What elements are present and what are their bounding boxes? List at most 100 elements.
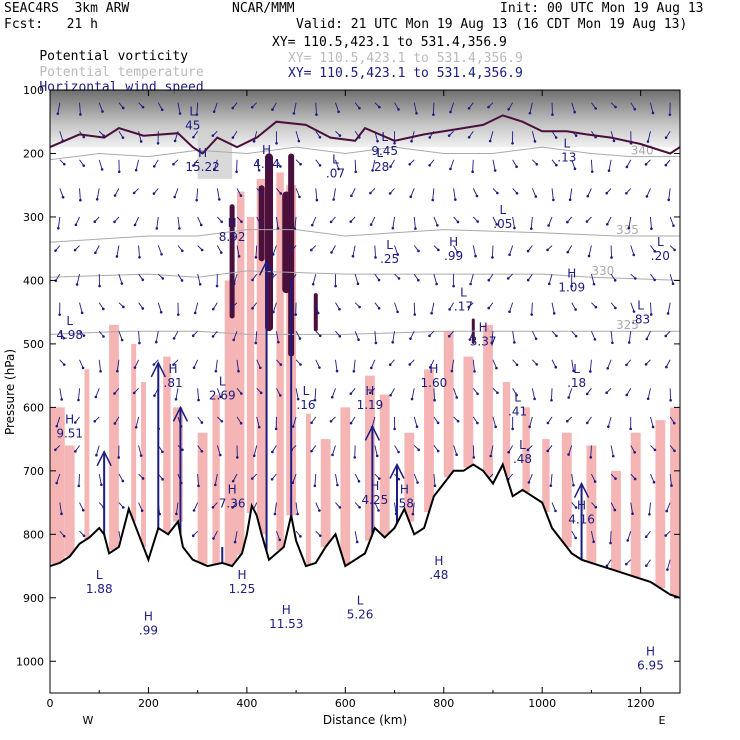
wind-vector (630, 502, 634, 514)
extremum-value: 1.88 (86, 582, 113, 596)
wind-vector (669, 473, 672, 486)
wind-vector (646, 331, 651, 340)
stratosphere-band (50, 90, 680, 148)
valid-time: Valid: 21 UTC Mon 19 Aug 13 (16 CDT Mon … (296, 17, 688, 32)
wind-vector-head (299, 535, 302, 538)
wind-vector (374, 245, 376, 258)
wind-vector-head (506, 277, 510, 280)
extremum-symbol: H (434, 554, 443, 568)
east-label: E (659, 714, 666, 727)
pv-column (131, 343, 137, 522)
wind-vector (95, 445, 100, 456)
wind-vector (177, 102, 181, 114)
wind-vector (665, 359, 671, 368)
wind-vector (197, 216, 202, 226)
wind-vector-head (573, 110, 577, 114)
wind-vector (610, 131, 615, 141)
wind-vector (75, 216, 80, 225)
wind-vector (213, 159, 218, 170)
wind-vector-head (633, 477, 637, 481)
wind-vector (274, 502, 277, 515)
wind-vector (610, 445, 614, 457)
wind-vector-head (313, 484, 317, 488)
wind-vector (256, 216, 261, 225)
wind-vector-head (572, 483, 575, 487)
wind-vector (531, 302, 533, 315)
wind-vector-head (565, 419, 569, 423)
extremum-value: 1.25 (229, 582, 256, 596)
wind-vector-head (195, 113, 199, 116)
extremum-value: 1.09 (558, 281, 585, 295)
wind-vector-head (668, 113, 672, 116)
extremum-value: 8.92 (219, 230, 246, 244)
wind-vector-head (592, 540, 595, 544)
wind-vector-head (495, 223, 499, 226)
wind-vector-head (534, 337, 538, 341)
wind-vector-head (610, 256, 613, 259)
wind-vector-head (211, 335, 215, 338)
wind-vector-head (173, 195, 176, 199)
wind-vector-head (414, 227, 417, 230)
wind-vector (59, 330, 65, 339)
wind-vector (571, 359, 574, 371)
extremum-symbol: L (499, 203, 506, 217)
wind-vector-head (605, 191, 608, 195)
wind-vector-head (653, 278, 656, 282)
wind-vector (312, 273, 317, 285)
wind-vector-head (199, 223, 203, 227)
wind-vector-head (80, 311, 84, 315)
wind-vector-head (198, 282, 202, 286)
stratosphere-shading (50, 90, 680, 179)
wind-vector (59, 131, 64, 141)
wind-vector-head (181, 448, 184, 452)
wind-vector-head (252, 140, 256, 143)
wind-vector (96, 188, 100, 200)
wind-vector (295, 188, 300, 198)
wind-vector-head (310, 449, 313, 453)
wind-vector-head (141, 477, 145, 480)
wind-vector-head (476, 392, 479, 396)
wind-vector (590, 273, 595, 285)
wind-vector-head (318, 534, 322, 537)
wind-vector-head (554, 365, 558, 369)
extremum-value: .16 (296, 398, 315, 412)
wind-vector-head (665, 365, 668, 369)
wind-vector-head (566, 250, 570, 254)
x-tick-label: 800 (433, 697, 454, 710)
extremum-value: .48 (513, 452, 532, 466)
wind-vector-head (338, 335, 342, 338)
wind-vector-head (337, 110, 340, 114)
wind-vector (472, 445, 475, 458)
y-axis-title: Pressure (hPa) (3, 349, 17, 435)
wind-vector-head (231, 136, 235, 139)
wind-vector-head (318, 334, 322, 338)
wind-vector-head (589, 456, 593, 459)
wind-vector-head (472, 456, 476, 459)
wind-vector-head (299, 363, 302, 366)
wind-vector-head (397, 108, 400, 111)
y-tick-label: 800 (23, 528, 44, 541)
wind-vector (666, 559, 671, 570)
wind-vector-head (156, 141, 160, 145)
wind-vector (394, 245, 399, 255)
pv-column (611, 470, 621, 571)
wind-vector-head (467, 106, 471, 110)
wind-vector (315, 502, 320, 511)
wind-vector-head (237, 369, 240, 373)
wind-vector-head (631, 512, 634, 516)
wind-vector-head (257, 425, 261, 429)
wind-vector (571, 102, 576, 113)
wind-vector-head (664, 163, 668, 167)
wind-vector-head (455, 396, 459, 399)
pv-column (424, 369, 434, 513)
wind-vector (354, 531, 358, 543)
wind-vector-head (259, 391, 263, 395)
wind-vector-head (121, 479, 125, 483)
wind-vector-head (607, 169, 611, 172)
wind-vector-head (259, 223, 262, 227)
wind-vector-head (310, 248, 313, 252)
wind-vector-head (428, 334, 431, 338)
wind-vector-head (175, 512, 178, 516)
wind-vector-head (200, 248, 204, 252)
wind-vector (512, 216, 515, 229)
